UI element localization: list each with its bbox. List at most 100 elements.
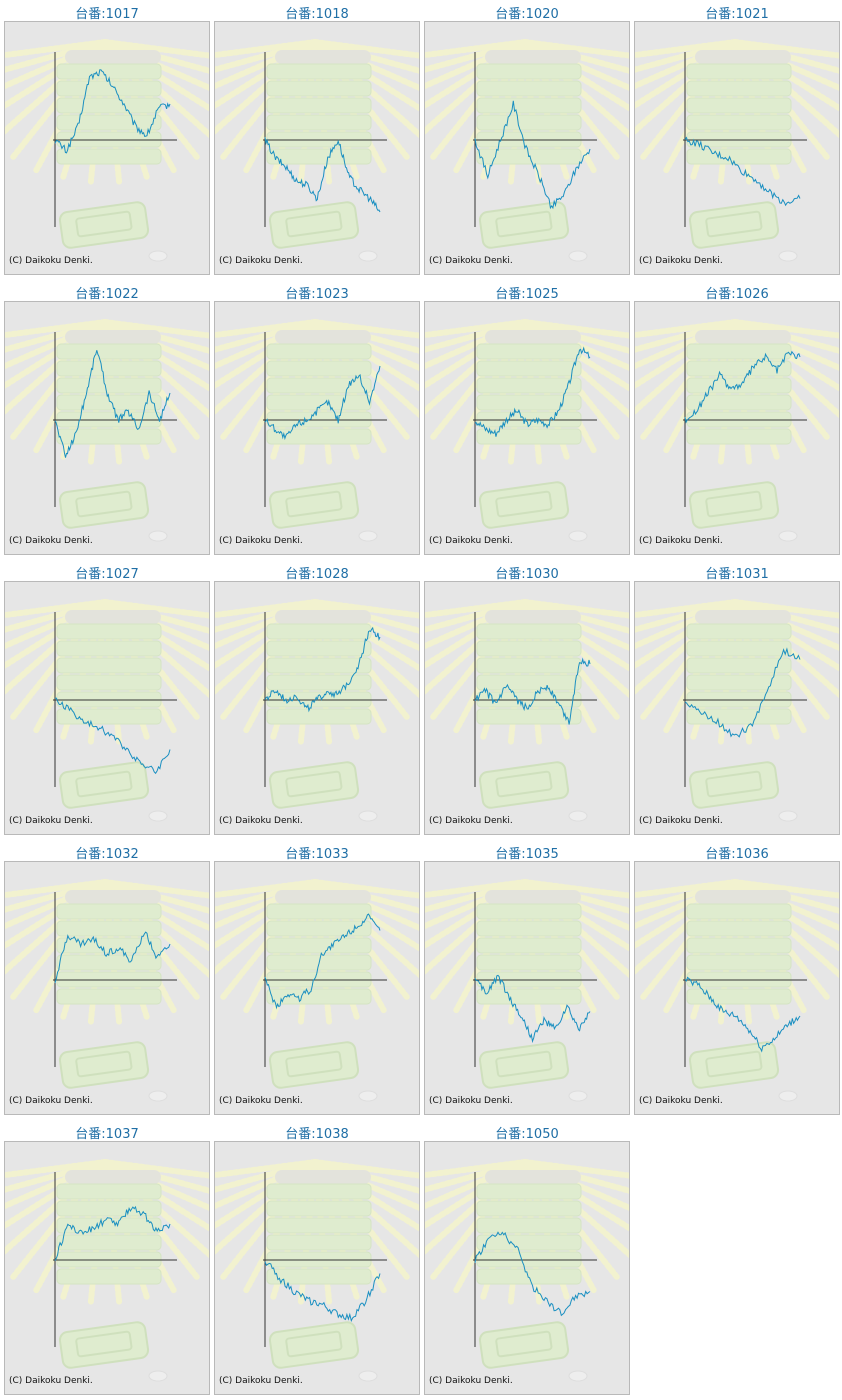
series-line [54, 697, 171, 775]
slump-graph [635, 39, 839, 262]
chart-card: 台番:1022 (C) Daikoku Denki. [4, 280, 210, 555]
series-line [54, 350, 171, 458]
series-line [474, 100, 591, 210]
chart-card: 台番:1036 (C) Daikoku Denki. [634, 840, 840, 1115]
slump-graph [5, 1159, 209, 1382]
series-line [474, 657, 591, 725]
copyright-credit: (C) Daikoku Denki. [219, 256, 303, 266]
background-artwork [215, 879, 419, 1102]
slump-graph [215, 879, 419, 1102]
copyright-credit: (C) Daikoku Denki. [639, 256, 723, 266]
chart-title: 台番:1033 [285, 847, 349, 862]
copyright-credit: (C) Daikoku Denki. [639, 816, 723, 826]
copyright-credit: (C) Daikoku Denki. [429, 536, 513, 546]
background-artwork [635, 39, 839, 262]
copyright-credit: (C) Daikoku Denki. [429, 1096, 513, 1106]
chart-title: 台番:1023 [285, 287, 349, 302]
series-line [684, 976, 801, 1053]
chart-card: 台番:1050 (C) Daikoku Denki. [424, 1120, 630, 1395]
chart-panel: (C) Daikoku Denki. [424, 21, 630, 275]
series-line [54, 1205, 171, 1261]
series-line [264, 626, 381, 713]
chart-card: 台番:1028 (C) Daikoku Denki. [214, 560, 420, 835]
background-artwork [5, 39, 209, 262]
series-line [54, 69, 171, 154]
copyright-credit: (C) Daikoku Denki. [429, 1376, 513, 1386]
chart-card: 台番:1038 (C) Daikoku Denki. [214, 1120, 420, 1395]
chart-card: 台番:1017 (C) Daikoku Denki. [4, 0, 210, 275]
chart-title: 台番:1027 [75, 567, 139, 582]
chart-panel: (C) Daikoku Denki. [4, 301, 210, 555]
slump-graph [5, 39, 209, 262]
chart-card: 台番:1037 (C) Daikoku Denki. [4, 1120, 210, 1395]
series-line [264, 365, 381, 441]
chart-title: 台番:1035 [495, 847, 559, 862]
copyright-credit: (C) Daikoku Denki. [429, 816, 513, 826]
series-line [684, 350, 801, 424]
series-line [474, 346, 591, 437]
background-artwork [5, 879, 209, 1102]
chart-title: 台番:1038 [285, 1127, 349, 1142]
background-artwork [215, 599, 419, 822]
chart-title: 台番:1028 [285, 567, 349, 582]
slump-graph [215, 599, 419, 822]
chart-panel: (C) Daikoku Denki. [424, 861, 630, 1115]
chart-card: 台番:1020 (C) Daikoku Denki. [424, 0, 630, 275]
slump-graph [5, 319, 209, 542]
chart-title: 台番:1018 [285, 7, 349, 22]
chart-card: 台番:1021 (C) Daikoku Denki. [634, 0, 840, 275]
copyright-credit: (C) Daikoku Denki. [9, 1376, 93, 1386]
chart-panel: (C) Daikoku Denki. [214, 301, 420, 555]
chart-card: 台番:1026 (C) Daikoku Denki. [634, 280, 840, 555]
chart-panel: (C) Daikoku Denki. [424, 301, 630, 555]
chart-card: 台番:1025 (C) Daikoku Denki. [424, 280, 630, 555]
slump-graph [215, 319, 419, 542]
slump-graph [425, 319, 629, 542]
slump-graph [5, 599, 209, 822]
chart-title: 台番:1050 [495, 1127, 559, 1142]
copyright-credit: (C) Daikoku Denki. [219, 1096, 303, 1106]
chart-panel: (C) Daikoku Denki. [214, 21, 420, 275]
background-artwork [5, 1159, 209, 1382]
chart-panel: (C) Daikoku Denki. [634, 861, 840, 1115]
chart-title: 台番:1021 [705, 7, 769, 22]
chart-panel: (C) Daikoku Denki. [634, 301, 840, 555]
slump-graph [425, 39, 629, 262]
chart-card: 台番:1031 (C) Daikoku Denki. [634, 560, 840, 835]
chart-card: 台番:1032 (C) Daikoku Denki. [4, 840, 210, 1115]
chart-panel: (C) Daikoku Denki. [4, 581, 210, 835]
background-artwork [5, 599, 209, 822]
copyright-credit: (C) Daikoku Denki. [429, 256, 513, 266]
series-line [264, 137, 381, 213]
series-line [474, 974, 591, 1044]
chart-card: 台番:1030 (C) Daikoku Denki. [424, 560, 630, 835]
slump-graph [215, 39, 419, 262]
chart-panel: (C) Daikoku Denki. [4, 21, 210, 275]
copyright-credit: (C) Daikoku Denki. [639, 1096, 723, 1106]
chart-panel: (C) Daikoku Denki. [424, 1141, 630, 1395]
chart-card: 台番:1033 (C) Daikoku Denki. [214, 840, 420, 1115]
background-artwork [635, 599, 839, 822]
background-artwork [425, 39, 629, 262]
chart-card: 台番:1035 (C) Daikoku Denki. [424, 840, 630, 1115]
copyright-credit: (C) Daikoku Denki. [9, 1096, 93, 1106]
series-line [264, 1261, 381, 1323]
copyright-credit: (C) Daikoku Denki. [219, 1376, 303, 1386]
background-artwork [425, 599, 629, 822]
chart-card: 台番:1023 (C) Daikoku Denki. [214, 280, 420, 555]
slump-graph [5, 879, 209, 1102]
chart-panel: (C) Daikoku Denki. [214, 581, 420, 835]
background-artwork [425, 1159, 629, 1382]
series-line [474, 1231, 591, 1317]
chart-title: 台番:1022 [75, 287, 139, 302]
series-line [684, 647, 801, 738]
chart-title: 台番:1036 [705, 847, 769, 862]
slump-graph [635, 319, 839, 542]
chart-title: 台番:1025 [495, 287, 559, 302]
chart-title: 台番:1030 [495, 567, 559, 582]
copyright-credit: (C) Daikoku Denki. [219, 536, 303, 546]
background-artwork [215, 319, 419, 542]
chart-panel: (C) Daikoku Denki. [4, 1141, 210, 1395]
chart-title: 台番:1032 [75, 847, 139, 862]
chart-panel: (C) Daikoku Denki. [424, 581, 630, 835]
